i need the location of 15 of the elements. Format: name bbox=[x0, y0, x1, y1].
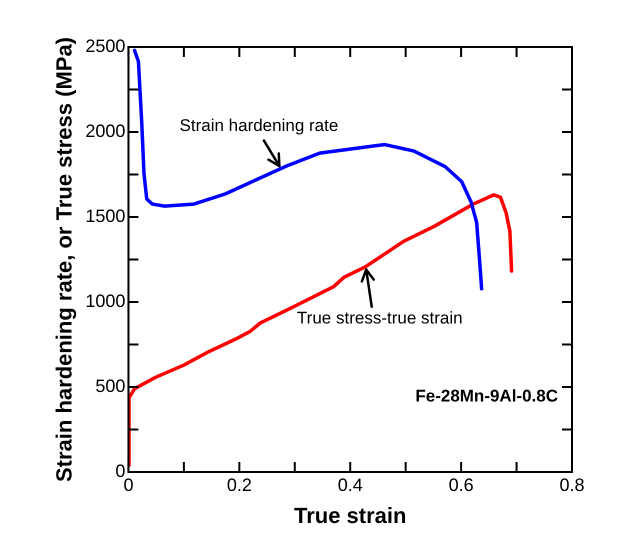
annotation: Strain hardening rate bbox=[180, 116, 338, 136]
x-axis-title: True strain bbox=[294, 502, 406, 528]
y-tick-label: 1000 bbox=[85, 290, 126, 311]
x-tick-label: 0.2 bbox=[226, 474, 252, 495]
x-tick-label: 0.8 bbox=[559, 474, 585, 495]
x-tick-label: 0.6 bbox=[448, 474, 474, 495]
y-tick-label: 2000 bbox=[85, 120, 126, 141]
y-axis-title: Strain hardening rate, or True stress (MPa) bbox=[51, 36, 76, 482]
annotation: Fe-28Mn-9Al-0.8C bbox=[415, 386, 558, 406]
x-tick-label: 0.4 bbox=[338, 474, 363, 495]
y-tick-label: 2500 bbox=[85, 36, 126, 56]
y-tick-label: 500 bbox=[95, 376, 126, 396]
y-tick-label: 1500 bbox=[85, 206, 126, 226]
y-tick-label: 0 bbox=[115, 460, 126, 481]
annotation: True stress-true strain bbox=[296, 308, 463, 328]
